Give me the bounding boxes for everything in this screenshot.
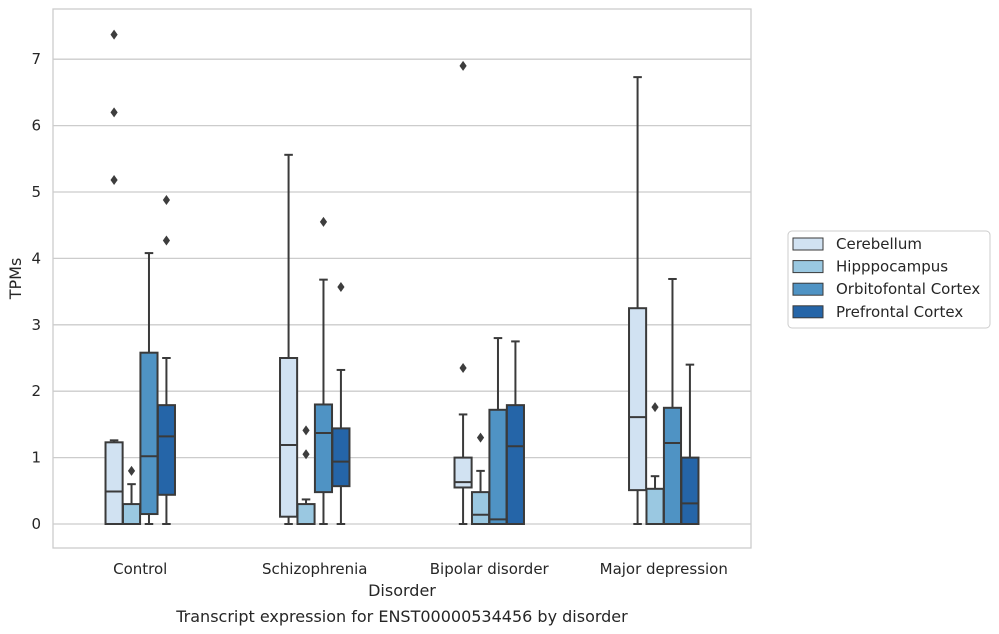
plot-area-frame	[52, 8, 752, 549]
y-tick-label: 2	[31, 382, 41, 400]
boxplot-0-1	[121, 465, 142, 525]
boxplot-0-2	[139, 252, 159, 525]
outlier-point	[162, 235, 171, 246]
outlier-point	[337, 281, 345, 292]
outlier-point	[302, 449, 310, 460]
outlier-point	[459, 60, 467, 71]
outlier-point	[127, 465, 136, 476]
y-tick-label: 3	[31, 316, 41, 334]
box	[505, 404, 525, 526]
legend-swatch	[792, 260, 824, 274]
y-axis-label: TPMs	[6, 258, 25, 301]
x-tick-label: Bipolar disorder	[430, 560, 550, 578]
boxplot-3-1	[645, 402, 665, 526]
y-tick-label: 6	[31, 117, 41, 135]
box	[331, 427, 351, 488]
y-tick-label: 4	[31, 249, 41, 267]
x-tick-label: Schizophrenia	[262, 560, 367, 578]
boxplot-0-0	[104, 29, 124, 525]
boxplot-3-2	[662, 277, 683, 525]
outlier-point	[651, 402, 659, 413]
legend-swatch	[792, 282, 824, 296]
box	[645, 487, 665, 526]
boxplot-0-3	[156, 194, 176, 525]
box	[104, 441, 124, 525]
legend-swatch	[792, 305, 824, 319]
box	[470, 491, 491, 525]
box	[296, 503, 316, 525]
legend: Cerebellum Hipppocampus Orbitofontal Corte…	[787, 230, 991, 329]
outlier-point	[459, 362, 467, 373]
outlier-point	[319, 216, 328, 227]
y-tick-label: 0	[31, 515, 41, 533]
legend-label: Cerebellum	[836, 235, 922, 253]
y-tick-label: 5	[31, 183, 41, 201]
box	[680, 456, 700, 526]
boxplot-1-2	[313, 216, 334, 525]
outlier-point	[162, 194, 171, 205]
boxplot-2-2	[488, 337, 508, 525]
box	[279, 357, 299, 518]
outlier-point	[110, 29, 118, 40]
box	[313, 403, 334, 494]
boxplot-3-3	[680, 363, 700, 526]
legend-frame	[787, 230, 991, 329]
chart-caption: Transcript expression for ENST0000053445…	[175, 607, 628, 626]
y-tick-labels: 0 1 2 3 4 5 6 7	[31, 50, 41, 533]
outlier-point	[476, 432, 485, 443]
boxplot-2-1	[470, 432, 491, 525]
box	[156, 404, 176, 496]
outlier-point	[110, 107, 118, 118]
boxplot-2-0	[453, 60, 473, 525]
x-tick-labels: Control Schizophrenia Bipolar disorder Majo…	[113, 560, 728, 578]
box	[488, 408, 508, 525]
x-tick-label: Major depression	[600, 560, 728, 578]
y-tick-label: 1	[31, 449, 41, 467]
box	[628, 307, 648, 492]
outlier-point	[302, 425, 310, 436]
y-tick-label: 7	[31, 50, 41, 68]
box	[662, 406, 683, 525]
legend-label: Hipppocampus	[836, 258, 948, 276]
box	[453, 456, 473, 489]
boxplot-1-1	[296, 425, 316, 525]
legend-swatch	[792, 237, 824, 251]
legend-label: Prefrontal Cortex	[836, 303, 963, 321]
box	[139, 351, 159, 516]
boxplots	[104, 29, 700, 526]
legend-label: Orbitofontal Cortex	[836, 280, 980, 298]
boxplot-3-0	[628, 76, 648, 525]
boxplot-1-3	[331, 281, 351, 525]
box	[121, 503, 142, 525]
x-axis-label: Disorder	[368, 581, 436, 600]
x-tick-label: Control	[113, 560, 167, 578]
outlier-point	[110, 175, 118, 186]
boxplot-2-3	[505, 340, 525, 526]
boxplot-1-0	[279, 153, 299, 525]
